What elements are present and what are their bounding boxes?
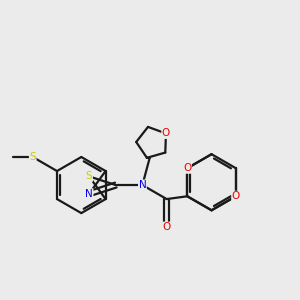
Text: S: S (86, 171, 92, 182)
Text: N: N (139, 180, 146, 190)
Text: O: O (183, 163, 191, 173)
Text: O: O (163, 222, 171, 232)
Text: O: O (232, 191, 240, 201)
Text: S: S (29, 152, 36, 162)
Text: N: N (85, 189, 93, 199)
Text: O: O (162, 128, 170, 138)
